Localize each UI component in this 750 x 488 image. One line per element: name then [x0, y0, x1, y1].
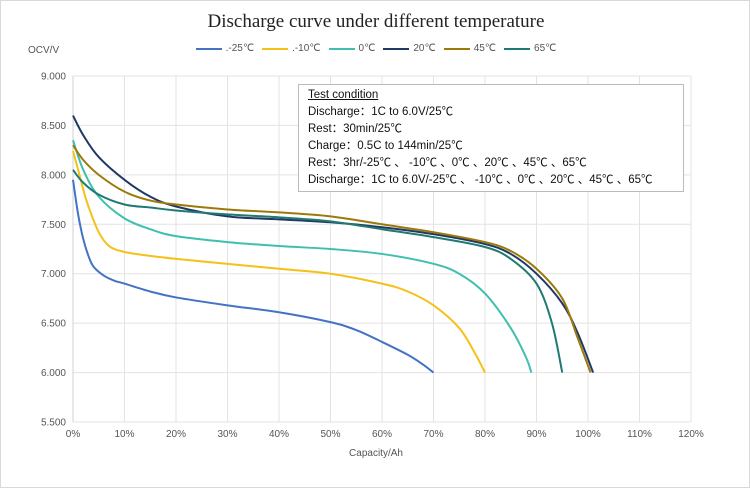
legend: .-25℃ .-10℃ 0℃ 20℃ 45℃ 65℃ [1, 43, 749, 54]
y-tick-label: 6.500 [41, 319, 66, 330]
x-tick-label: 30% [217, 429, 237, 440]
legend-swatch [504, 47, 531, 50]
series-line-5 [72, 169, 564, 373]
y-axis-label: OCV/V [28, 45, 60, 56]
series-line-0 [72, 179, 435, 374]
y-tick-label: 6.000 [41, 368, 66, 379]
condition-line: Rest：30min/25℃ [308, 123, 402, 135]
y-tick-label: 8.500 [41, 121, 66, 132]
legend-label: 65℃ [534, 43, 557, 54]
x-tick-label: 100% [575, 429, 601, 440]
x-tick-label: 20% [166, 429, 186, 440]
test-condition-heading: Test condition [308, 89, 379, 101]
legend-item: .-25℃ [195, 43, 255, 54]
x-tick-label: 90% [526, 429, 546, 440]
legend-swatch [443, 47, 470, 50]
legend-label: 0℃ [358, 43, 376, 54]
y-tick-label: 5.500 [41, 418, 66, 429]
x-tick-label: 70% [423, 429, 443, 440]
series-line-4 [72, 144, 592, 373]
legend-swatch [195, 47, 222, 50]
x-tick-label: 60% [372, 429, 392, 440]
y-tick-label: 7.000 [41, 269, 66, 280]
x-tick-label: 110% [627, 429, 652, 440]
legend-item: 45℃ [443, 43, 497, 54]
y-tick-label: 7.500 [41, 220, 66, 231]
condition-line: Discharge：1C to 6.0V/-25℃ 、 -10℃ 、0℃ 、20… [308, 174, 653, 186]
condition-line: Rest：3hr/-25℃ 、 -10℃ 、0℃ 、20℃ 、45℃ 、65℃ [308, 157, 587, 169]
chart-title: Discharge curve under different temperat… [207, 11, 545, 32]
legend-swatch [262, 47, 289, 50]
x-axis-label: Capacity/Ah [349, 448, 403, 459]
legend-item: .-10℃ [262, 43, 321, 54]
x-tick-label: 40% [269, 429, 289, 440]
legend-item: 20℃ [383, 43, 436, 54]
y-tick-label: 9.000 [41, 72, 66, 83]
legend-item: 0℃ [328, 43, 376, 54]
legend-label: .-10℃ [292, 43, 321, 54]
legend-item: 65℃ [504, 43, 556, 54]
x-tick-label: 120% [678, 429, 704, 440]
x-tick-label: 50% [320, 429, 340, 440]
x-tick-label: 80% [475, 429, 495, 440]
legend-label: 45℃ [473, 43, 497, 54]
x-tick-label: 0% [66, 429, 81, 440]
legend-label: 20℃ [413, 43, 436, 54]
x-tick-label: 10% [114, 429, 134, 440]
test-condition-box: Test condition Discharge：1C to 6.0V/25℃ … [298, 84, 684, 192]
condition-line: Charge：0.5C to 144min/25℃ [308, 140, 463, 152]
y-tick-label: 8.000 [41, 170, 66, 181]
series-line-2 [72, 139, 533, 373]
condition-line: Discharge：1C to 6.0V/25℃ [308, 106, 454, 118]
legend-swatch [383, 47, 410, 50]
legend-label: .-25℃ [225, 43, 255, 54]
legend-swatch [328, 47, 355, 50]
series-line-1 [72, 150, 486, 374]
